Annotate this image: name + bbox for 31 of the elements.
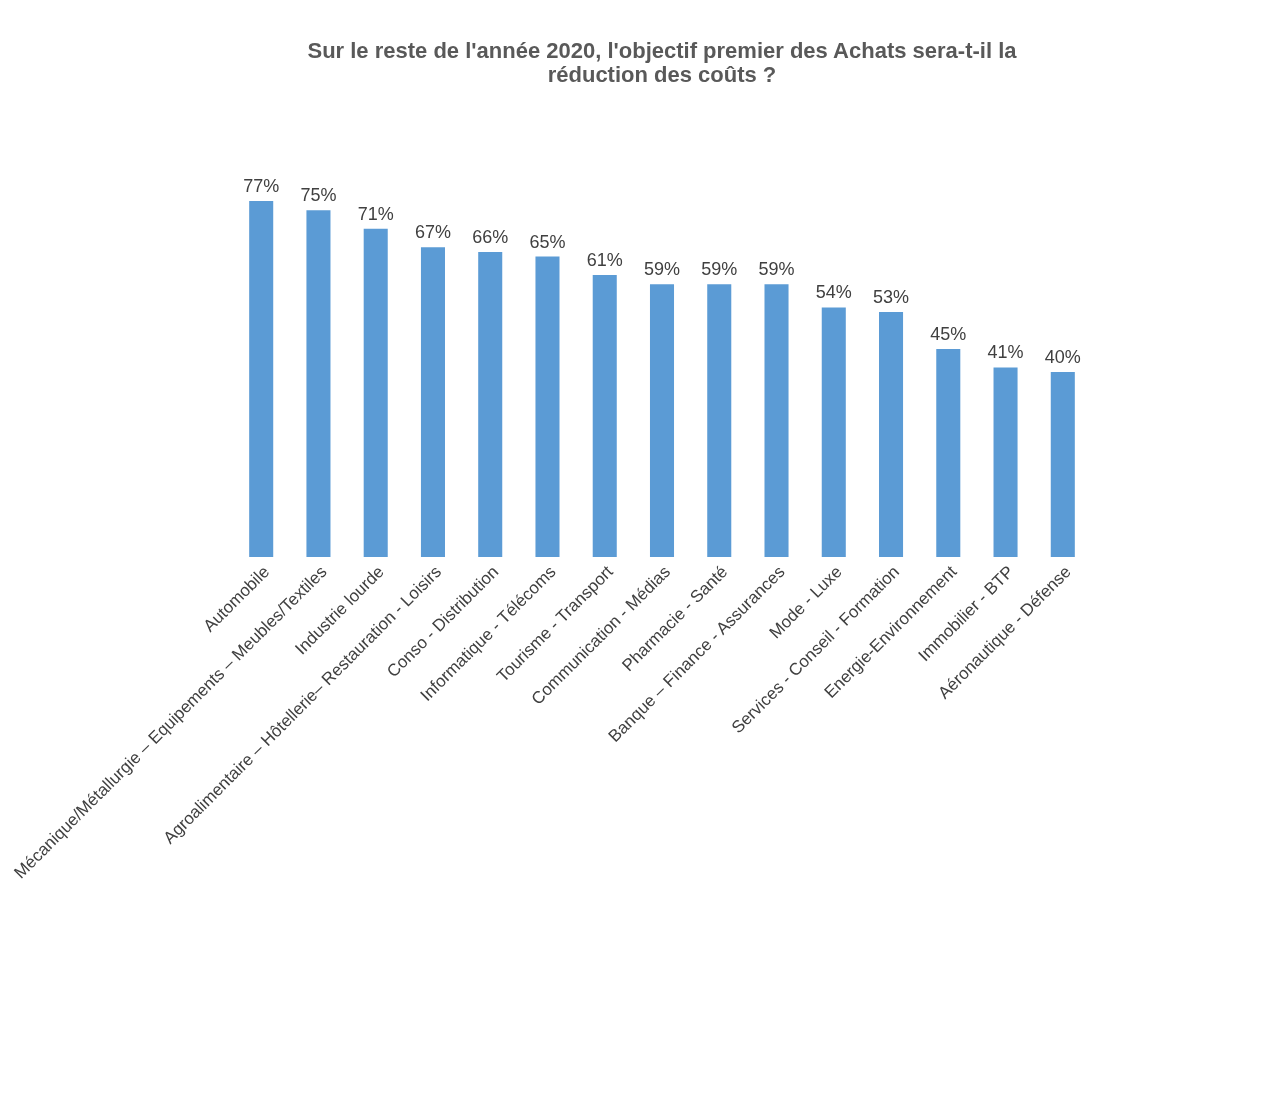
bar [821,307,846,557]
bar [592,275,617,557]
bar [363,228,388,557]
data-label: 45% [930,323,967,344]
bar [535,256,560,557]
bar [306,210,331,557]
bar [764,284,789,557]
bar [879,312,904,557]
data-label: 40% [1044,347,1081,368]
bar [249,201,274,557]
bar [420,247,445,557]
bar [707,284,732,557]
data-label: 59% [643,259,681,280]
chart-title: Sur le reste de l'année 2020, l'objectif premier des Achats sera-t-il la réduction des coûts ? [307,38,1018,87]
data-label: 59% [701,259,738,280]
bar [1050,372,1075,557]
data-label: 71% [357,203,394,224]
data-label: 59% [758,259,795,280]
bar [478,251,503,557]
data-label: 75% [300,185,337,206]
data-label: 65% [529,231,566,252]
data-label: 66% [472,226,509,247]
data-label: 41% [987,342,1024,363]
bar [993,367,1018,557]
bar [649,284,675,557]
data-label: 61% [586,250,623,271]
bar [936,348,961,557]
data-label: 77% [243,176,280,197]
data-label: 67% [414,222,451,243]
data-label: 54% [815,282,852,303]
data-label: 53% [873,287,910,308]
